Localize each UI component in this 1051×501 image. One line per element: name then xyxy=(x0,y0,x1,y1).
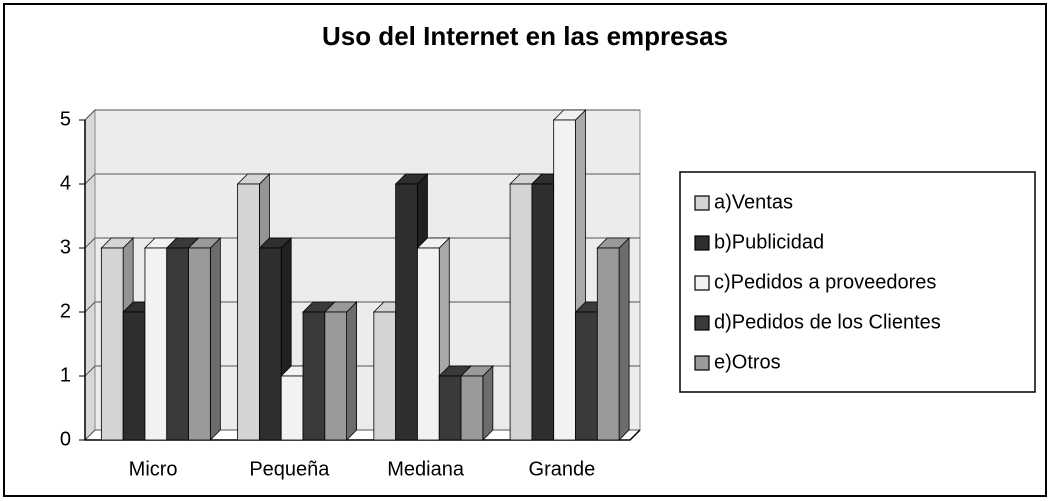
y-tick-label: 2 xyxy=(60,300,71,322)
y-tick-label: 5 xyxy=(60,108,71,130)
legend-label: b)Publicidad xyxy=(714,231,824,253)
bar-side xyxy=(618,237,630,441)
legend-label: c)Pedidos a proveedores xyxy=(714,271,936,293)
bar xyxy=(166,247,189,441)
bar xyxy=(122,311,146,441)
bar xyxy=(237,183,260,441)
legend-label: e)Otros xyxy=(714,351,781,373)
legend-swatch xyxy=(694,355,710,371)
x-tick-label: Mediana xyxy=(387,458,465,480)
x-tick-label: Grande xyxy=(529,458,596,480)
bar xyxy=(302,311,326,441)
bar xyxy=(509,183,533,441)
bar xyxy=(417,247,440,441)
legend-label: a)Ventas xyxy=(714,191,793,213)
bar xyxy=(531,183,555,441)
bar xyxy=(324,311,347,441)
bar xyxy=(460,375,484,441)
x-tick-label: Micro xyxy=(129,458,178,480)
bar xyxy=(553,119,576,441)
bar xyxy=(575,311,598,441)
bar xyxy=(438,375,462,441)
grid-line xyxy=(84,109,640,121)
grid-line xyxy=(84,301,640,313)
bar-side xyxy=(209,237,221,441)
legend-swatch xyxy=(694,195,710,211)
x-tick-label: Pequeña xyxy=(249,458,330,480)
grid-line xyxy=(84,173,640,185)
bar xyxy=(144,247,168,441)
bar xyxy=(395,183,418,441)
y-tick-label: 0 xyxy=(60,428,71,450)
legend-swatch xyxy=(694,275,710,291)
bar-side xyxy=(346,301,358,441)
side-wall xyxy=(84,108,96,442)
y-tick-label: 3 xyxy=(60,236,71,258)
y-tick-label: 1 xyxy=(60,364,71,386)
y-tick-label: 4 xyxy=(60,172,71,194)
legend-label: d)Pedidos de los Clientes xyxy=(714,311,941,333)
bar xyxy=(596,247,620,441)
legend-swatch xyxy=(694,315,710,331)
bar xyxy=(280,375,304,441)
bar xyxy=(188,247,211,441)
bar-side xyxy=(482,365,494,441)
bar xyxy=(100,247,124,441)
bar xyxy=(258,247,282,441)
grid-line xyxy=(84,237,640,249)
bar xyxy=(373,311,397,441)
legend-swatch xyxy=(694,235,710,251)
chart-title: Uso del Internet en las empresas xyxy=(322,21,728,51)
legend-box xyxy=(679,171,1036,393)
